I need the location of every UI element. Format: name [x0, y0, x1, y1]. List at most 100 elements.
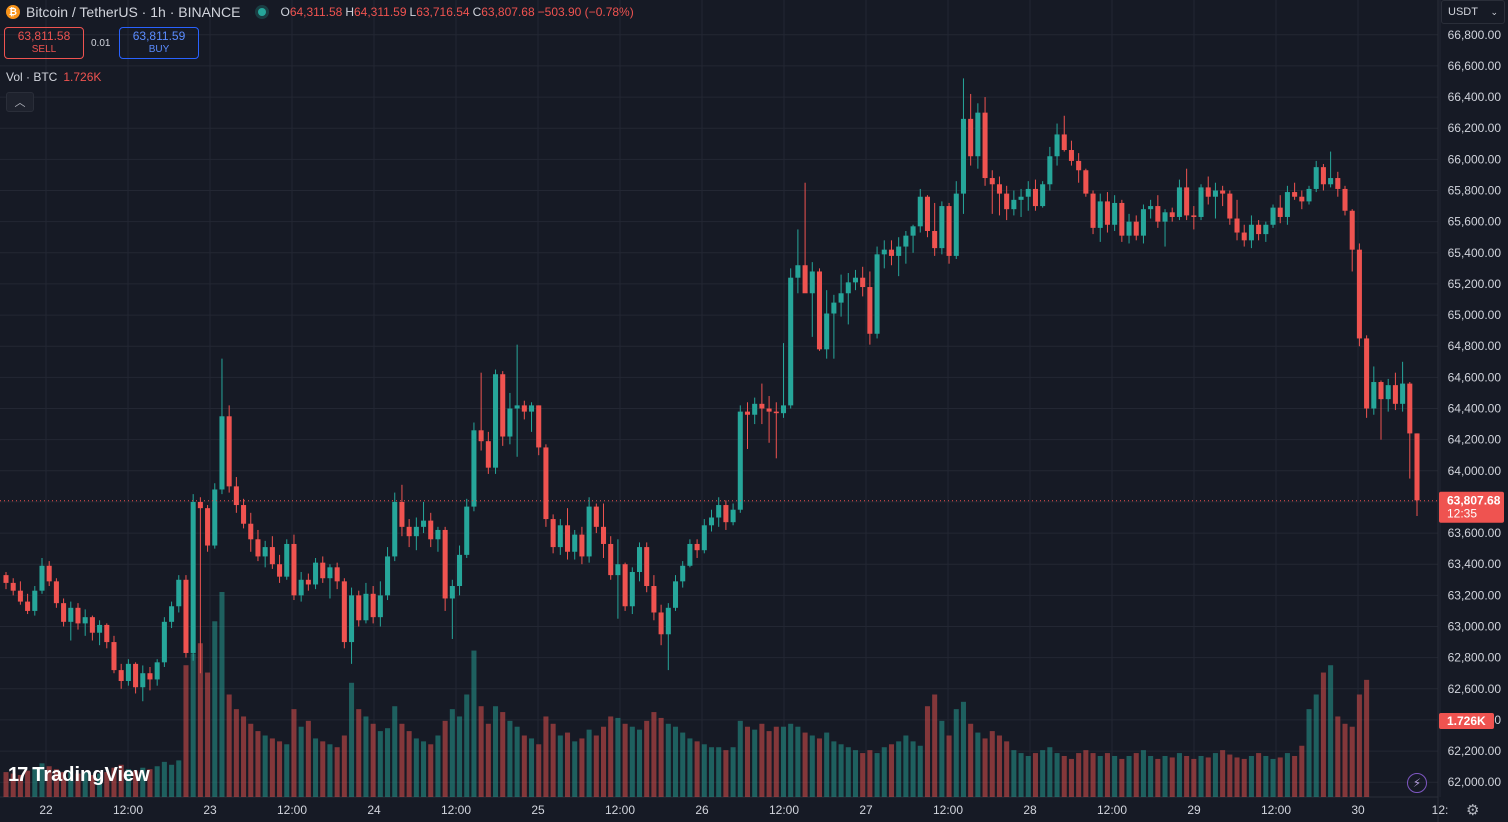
volume-bar	[1263, 756, 1269, 797]
volume-bar	[1140, 750, 1146, 797]
candle-body	[435, 529, 441, 540]
volume-bar	[1040, 750, 1046, 797]
candle-body	[421, 520, 427, 527]
candle-body	[1234, 218, 1240, 233]
candle-body	[723, 505, 729, 523]
candle-body	[197, 501, 203, 509]
volume-bar	[262, 735, 268, 797]
volume-bar	[968, 723, 974, 797]
volume-bar	[903, 735, 909, 797]
volume-bar	[269, 738, 275, 797]
sell-button[interactable]: 63,811.58 SELL	[4, 27, 84, 59]
volume-bar	[255, 731, 261, 797]
volume-bar	[536, 744, 542, 797]
volume-bar	[1162, 756, 1168, 797]
candle-body	[1328, 178, 1334, 185]
candle-body	[773, 411, 779, 414]
candle-body	[802, 265, 808, 294]
tradingview-logo[interactable]: 17 TradingView	[8, 764, 150, 787]
candle-body	[1112, 202, 1118, 225]
candle-body	[1061, 134, 1067, 151]
candle-body	[529, 405, 535, 412]
volume-bar	[1227, 754, 1233, 797]
candle-body	[600, 526, 607, 544]
y-tick-label: 65,400.00	[1448, 246, 1502, 260]
candle-body	[392, 501, 398, 557]
volume-bar	[205, 672, 211, 797]
volume-bar	[1032, 753, 1038, 797]
candle-body	[557, 525, 563, 548]
volume-bar	[1234, 757, 1240, 797]
x-tick-label: 12:00	[933, 803, 963, 817]
volume-bar	[1169, 757, 1175, 797]
volume-bar	[500, 712, 506, 797]
volume-bar	[953, 709, 959, 797]
candle-body	[795, 265, 801, 278]
x-tick-label: 12:00	[605, 803, 635, 817]
volume-bar	[1083, 750, 1089, 797]
candle-body	[1047, 156, 1053, 185]
volume-bar	[25, 770, 31, 797]
volume-bar	[435, 735, 441, 797]
candle-body	[1191, 215, 1197, 217]
collapse-legend-button[interactable]: ︿	[6, 92, 34, 112]
candle-body	[716, 505, 722, 518]
candle-body	[89, 617, 95, 633]
volume-bar	[1198, 756, 1204, 797]
volume-bar	[982, 738, 988, 797]
candle-body	[478, 430, 484, 442]
x-tick-label: 27	[859, 803, 873, 817]
volume-bar	[341, 735, 347, 797]
candle-body	[1184, 187, 1190, 216]
candle-body	[1148, 206, 1154, 210]
volume-bar	[1068, 758, 1074, 797]
buy-button[interactable]: 63,811.59 BUY	[119, 27, 199, 59]
last-price-tag	[1439, 491, 1504, 523]
volume-bar	[608, 716, 614, 797]
volume-bar	[1148, 756, 1154, 797]
y-tick-label: 62,200.00	[1448, 744, 1502, 758]
candle-body	[1356, 249, 1362, 339]
y-tick-label: 64,000.00	[1448, 464, 1502, 478]
candle-body	[291, 543, 297, 596]
symbol-title[interactable]: Bitcoin / TetherUS · 1h · BINANCE	[26, 4, 241, 20]
candle-body	[241, 505, 247, 524]
candle-body	[867, 287, 873, 334]
volume-bar	[917, 745, 923, 797]
candle-body	[593, 506, 599, 527]
volume-bar	[327, 744, 333, 797]
volume-bar	[600, 726, 607, 797]
settings-icon[interactable]: ⚙	[1466, 802, 1480, 819]
volume-bar	[1126, 756, 1132, 797]
lightning-icon[interactable]: ⚡	[1407, 773, 1427, 793]
candle-body	[277, 564, 283, 577]
volume-bar	[1076, 753, 1082, 797]
volume-bar	[370, 723, 376, 797]
candle-body	[104, 624, 110, 643]
y-tick-label: 65,200.00	[1448, 277, 1502, 291]
sell-price: 63,811.58	[17, 29, 71, 43]
volume-bar	[1061, 756, 1067, 797]
x-tick-label: 12:00	[113, 803, 143, 817]
volume-bar	[1176, 753, 1182, 797]
bitcoin-icon: ₿	[6, 5, 20, 19]
candle-body	[1256, 224, 1262, 235]
candle-body	[507, 408, 513, 437]
volume-bar	[413, 738, 419, 797]
candle-body	[874, 254, 880, 334]
volume-bar	[61, 772, 67, 797]
chevron-up-icon: ︿	[14, 97, 26, 109]
candle-body	[1320, 167, 1326, 185]
candle-body	[61, 603, 67, 622]
candle-body	[1040, 184, 1046, 207]
candle-body	[1342, 188, 1348, 211]
volume-bar	[1011, 750, 1017, 797]
candle-body	[39, 565, 45, 591]
candle-body	[370, 593, 376, 618]
volume-bar	[39, 763, 45, 797]
candle-body	[1025, 188, 1031, 197]
currency-select[interactable]: USDT ⌄	[1441, 0, 1505, 24]
volume-bar	[694, 741, 700, 797]
candle-body	[824, 313, 830, 350]
